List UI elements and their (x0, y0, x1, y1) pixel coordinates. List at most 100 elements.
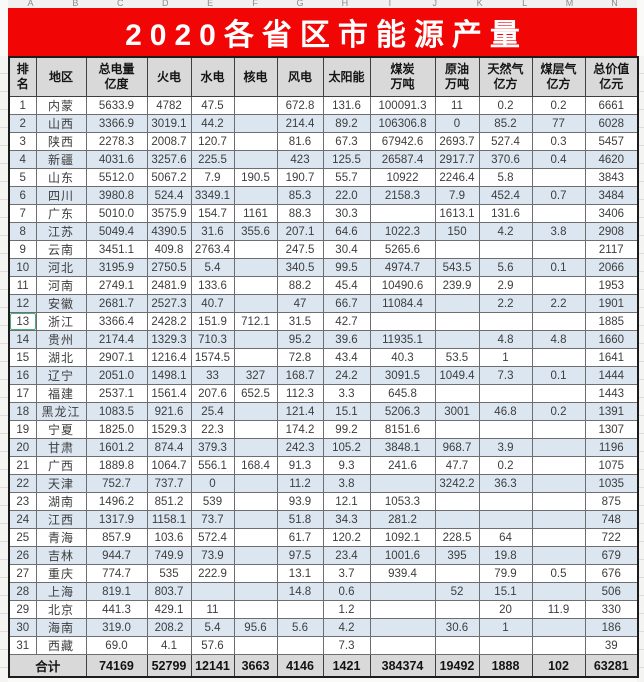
value-cell[interactable]: 874.4 (146, 438, 192, 457)
column-header[interactable]: 煤炭 万吨 (369, 56, 436, 97)
value-cell[interactable]: 572.4 (190, 528, 235, 547)
region-cell[interactable]: 山西 (35, 114, 87, 133)
value-cell[interactable]: 1660 (584, 330, 639, 349)
value-cell[interactable]: 1 (478, 348, 533, 367)
value-cell[interactable]: 1075 (584, 456, 639, 475)
value-cell[interactable]: 242.3 (276, 438, 324, 457)
region-cell[interactable]: 贵州 (35, 330, 87, 349)
value-cell[interactable] (233, 564, 278, 583)
value-cell[interactable]: 93.9 (276, 492, 324, 511)
value-cell[interactable]: 106306.8 (369, 114, 436, 133)
value-cell[interactable]: 1825.0 (85, 420, 148, 439)
value-cell[interactable]: 1329.3 (146, 330, 192, 349)
value-cell[interactable]: 36.3 (478, 474, 533, 493)
value-cell[interactable]: 0 (434, 114, 480, 133)
value-cell[interactable]: 543.5 (434, 258, 480, 277)
value-cell[interactable]: 921.6 (146, 402, 192, 421)
value-cell[interactable]: 2051.0 (85, 366, 148, 385)
value-cell[interactable] (369, 618, 436, 637)
region-cell[interactable]: 湖北 (35, 348, 87, 367)
value-cell[interactable]: 30.3 (322, 204, 371, 223)
rank-cell[interactable]: 21 (8, 456, 37, 475)
value-cell[interactable]: 208.2 (146, 618, 192, 637)
value-cell[interactable]: 0.1 (531, 366, 586, 385)
value-cell[interactable]: 3.9 (478, 438, 533, 457)
region-cell[interactable]: 海南 (35, 618, 87, 637)
value-cell[interactable]: 3575.9 (146, 204, 192, 223)
value-cell[interactable]: 1053.3 (369, 492, 436, 511)
value-cell[interactable]: 4.1 (146, 636, 192, 655)
value-cell[interactable]: 0.6 (322, 582, 371, 601)
value-cell[interactable]: 73.9 (190, 546, 235, 565)
value-cell[interactable] (434, 636, 480, 655)
value-cell[interactable]: 43.4 (322, 348, 371, 367)
rank-cell[interactable]: 6 (8, 186, 37, 205)
value-cell[interactable]: 0.7 (531, 186, 586, 205)
value-cell[interactable]: 2537.1 (85, 384, 148, 403)
value-cell[interactable]: 190.7 (276, 168, 324, 187)
value-cell[interactable]: 150 (434, 222, 480, 241)
value-cell[interactable]: 2527.3 (146, 294, 192, 313)
value-cell[interactable]: 527.4 (478, 132, 533, 151)
total-value-cell[interactable]: 12141 (190, 654, 235, 678)
value-cell[interactable]: 23.4 (322, 546, 371, 565)
value-cell[interactable]: 2158.3 (369, 186, 436, 205)
value-cell[interactable] (233, 330, 278, 349)
value-cell[interactable] (531, 492, 586, 511)
value-cell[interactable]: 2174.4 (85, 330, 148, 349)
rank-cell[interactable]: 26 (8, 546, 37, 565)
value-cell[interactable]: 103.6 (146, 528, 192, 547)
value-cell[interactable] (434, 312, 480, 331)
value-cell[interactable]: 875 (584, 492, 639, 511)
total-label[interactable]: 合计 (8, 654, 87, 678)
value-cell[interactable] (531, 474, 586, 493)
value-cell[interactable]: 0.1 (531, 258, 586, 277)
value-cell[interactable]: 379.3 (190, 438, 235, 457)
value-cell[interactable]: 72.8 (276, 348, 324, 367)
value-cell[interactable] (233, 276, 278, 295)
total-value-cell[interactable]: 102 (531, 654, 586, 678)
value-cell[interactable]: 85.2 (478, 114, 533, 133)
value-cell[interactable]: 25.4 (190, 402, 235, 421)
value-cell[interactable] (434, 420, 480, 439)
value-cell[interactable]: 53.5 (434, 348, 480, 367)
value-cell[interactable]: 2693.7 (434, 132, 480, 151)
value-cell[interactable]: 4.8 (478, 330, 533, 349)
value-cell[interactable]: 1885 (584, 312, 639, 331)
value-cell[interactable]: 225.5 (190, 150, 235, 169)
region-cell[interactable]: 青海 (35, 528, 87, 547)
value-cell[interactable]: 69.0 (85, 636, 148, 655)
value-cell[interactable]: 15.1 (478, 582, 533, 601)
value-cell[interactable]: 1391 (584, 402, 639, 421)
value-cell[interactable] (369, 582, 436, 601)
value-cell[interactable]: 5.4 (190, 618, 235, 637)
value-cell[interactable]: 679 (584, 546, 639, 565)
value-cell[interactable]: 45.4 (322, 276, 371, 295)
value-cell[interactable] (531, 348, 586, 367)
value-cell[interactable]: 2.9 (478, 276, 533, 295)
value-cell[interactable]: 174.2 (276, 420, 324, 439)
value-cell[interactable]: 1496.2 (85, 492, 148, 511)
value-cell[interactable] (434, 384, 480, 403)
value-cell[interactable] (233, 474, 278, 493)
value-cell[interactable]: 6028 (584, 114, 639, 133)
value-cell[interactable]: 5049.4 (85, 222, 148, 241)
region-cell[interactable]: 广西 (35, 456, 87, 475)
value-cell[interactable]: 1574.5 (190, 348, 235, 367)
value-cell[interactable]: 1641 (584, 348, 639, 367)
region-cell[interactable]: 河北 (35, 258, 87, 277)
value-cell[interactable] (233, 582, 278, 601)
value-cell[interactable]: 3.8 (531, 222, 586, 241)
value-cell[interactable] (531, 456, 586, 475)
value-cell[interactable]: 2278.3 (85, 132, 148, 151)
value-cell[interactable]: 1 (478, 618, 533, 637)
value-cell[interactable] (369, 474, 436, 493)
value-cell[interactable] (478, 384, 533, 403)
value-cell[interactable]: 1498.1 (146, 366, 192, 385)
value-cell[interactable]: 749.9 (146, 546, 192, 565)
total-value-cell[interactable]: 4146 (276, 654, 324, 678)
value-cell[interactable]: 66.7 (322, 294, 371, 313)
region-cell[interactable]: 辽宁 (35, 366, 87, 385)
total-value-cell[interactable]: 19492 (434, 654, 480, 678)
value-cell[interactable]: 803.7 (146, 582, 192, 601)
